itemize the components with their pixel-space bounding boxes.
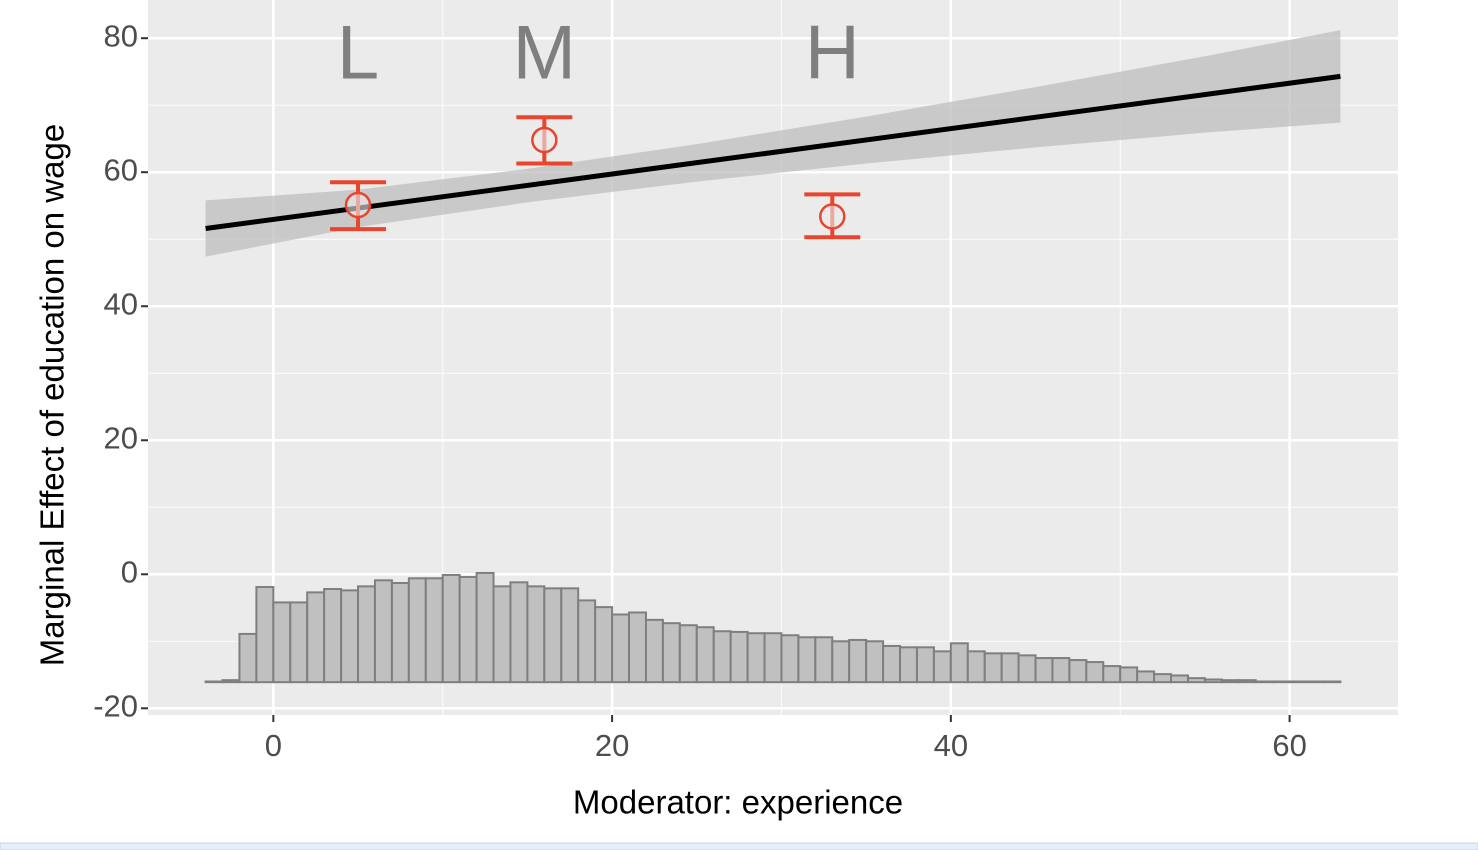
- histogram-bar: [695, 626, 715, 684]
- histogram-bar: [1254, 680, 1274, 684]
- histogram-bar: [560, 587, 580, 684]
- histogram-bar: [238, 632, 258, 684]
- histogram-bar: [932, 650, 952, 684]
- histogram-bar: [678, 624, 698, 684]
- histogram-bar: [848, 638, 868, 684]
- histogram-bar: [882, 644, 902, 684]
- histogram-bar: [644, 618, 664, 684]
- histogram-bar: [712, 630, 732, 684]
- effect-line: [205, 73, 1341, 231]
- histogram-bar: [661, 622, 681, 684]
- y-axis-title: Marginal Effect of education on wage: [34, 124, 71, 666]
- bin-label: M: [513, 10, 576, 95]
- x-tick-label: 40: [934, 728, 968, 763]
- point-estimate: [344, 191, 372, 219]
- histogram-bar: [915, 646, 935, 684]
- histogram-bar: [746, 632, 766, 684]
- histogram-bar: [899, 646, 918, 684]
- histogram-bar: [611, 613, 631, 684]
- histogram-bar: [1170, 674, 1189, 684]
- histogram-bar: [1000, 652, 1020, 684]
- histogram-bar: [1237, 679, 1257, 684]
- histogram-bar: [1203, 678, 1223, 684]
- histogram-bar: [1034, 657, 1054, 684]
- confidence-band: [205, 30, 1341, 257]
- histogram-bar: [1085, 661, 1105, 684]
- histogram-bar: [390, 581, 410, 684]
- histogram-bar: [594, 606, 614, 684]
- histogram-bar: [306, 591, 326, 684]
- point-estimate: [531, 126, 558, 154]
- histogram-bar: [831, 640, 851, 684]
- histogram-bar: [1017, 654, 1037, 684]
- histogram-bar: [373, 579, 393, 684]
- histogram-bar: [1186, 677, 1206, 684]
- histogram-bar: [1220, 679, 1240, 684]
- histogram-bar: [797, 636, 817, 684]
- x-tick-label: 20: [595, 728, 629, 763]
- histogram-bar: [983, 652, 1003, 684]
- y-tick-label: -20: [93, 688, 138, 723]
- histogram-bar: [763, 632, 783, 684]
- histogram-bar: [628, 611, 647, 684]
- histogram-bar: [1068, 659, 1088, 684]
- histogram-bar: [1102, 665, 1122, 684]
- histogram-bar: [1271, 680, 1291, 684]
- histogram-bar: [289, 601, 309, 684]
- histogram-bar: [441, 573, 461, 684]
- histogram-bar: [492, 585, 512, 684]
- histogram-bar: [340, 589, 360, 684]
- histogram-bar: [221, 679, 241, 684]
- y-tick-label: 0: [121, 554, 138, 589]
- histogram-bar: [814, 636, 834, 684]
- histogram-bar: [509, 581, 529, 684]
- histogram-bar: [966, 650, 986, 684]
- y-tick-label: 60: [104, 152, 138, 187]
- histogram-bar: [865, 640, 885, 684]
- histogram-bar: [526, 585, 546, 684]
- histogram-bar: [1119, 666, 1139, 684]
- histogram-bar: [1305, 680, 1325, 684]
- histogram-bar: [204, 680, 224, 684]
- y-tick-label: 40: [104, 286, 138, 321]
- histogram-bar: [1288, 680, 1308, 684]
- histogram-bar: [729, 630, 749, 684]
- histogram-bar: [1051, 657, 1071, 684]
- histogram-bar: [407, 577, 427, 684]
- histogram-bar: [458, 575, 478, 684]
- histogram-bar: [272, 601, 292, 684]
- histogram-bar: [255, 586, 275, 684]
- x-tick-label: 60: [1272, 728, 1306, 763]
- histogram-bar: [323, 588, 343, 684]
- x-axis-title: Moderator: experience: [573, 784, 903, 821]
- histogram-bar: [949, 642, 969, 684]
- histogram-bar: [1136, 670, 1156, 684]
- bin-label: H: [805, 10, 860, 95]
- window-strip: [0, 842, 1478, 850]
- y-tick-label: 80: [104, 18, 138, 53]
- histogram-bar: [543, 587, 563, 684]
- histogram-bar: [357, 585, 376, 684]
- histogram-bar: [1322, 680, 1342, 684]
- histogram-bar: [424, 577, 444, 684]
- bin-label: L: [337, 10, 379, 95]
- histogram-bar: [577, 599, 597, 684]
- histogram-bar: [780, 634, 800, 684]
- point-estimate: [819, 203, 846, 230]
- x-tick-label: 0: [265, 728, 282, 763]
- histogram-bar: [475, 571, 495, 684]
- histogram-bar: [1153, 673, 1173, 684]
- y-tick-label: 20: [104, 420, 138, 455]
